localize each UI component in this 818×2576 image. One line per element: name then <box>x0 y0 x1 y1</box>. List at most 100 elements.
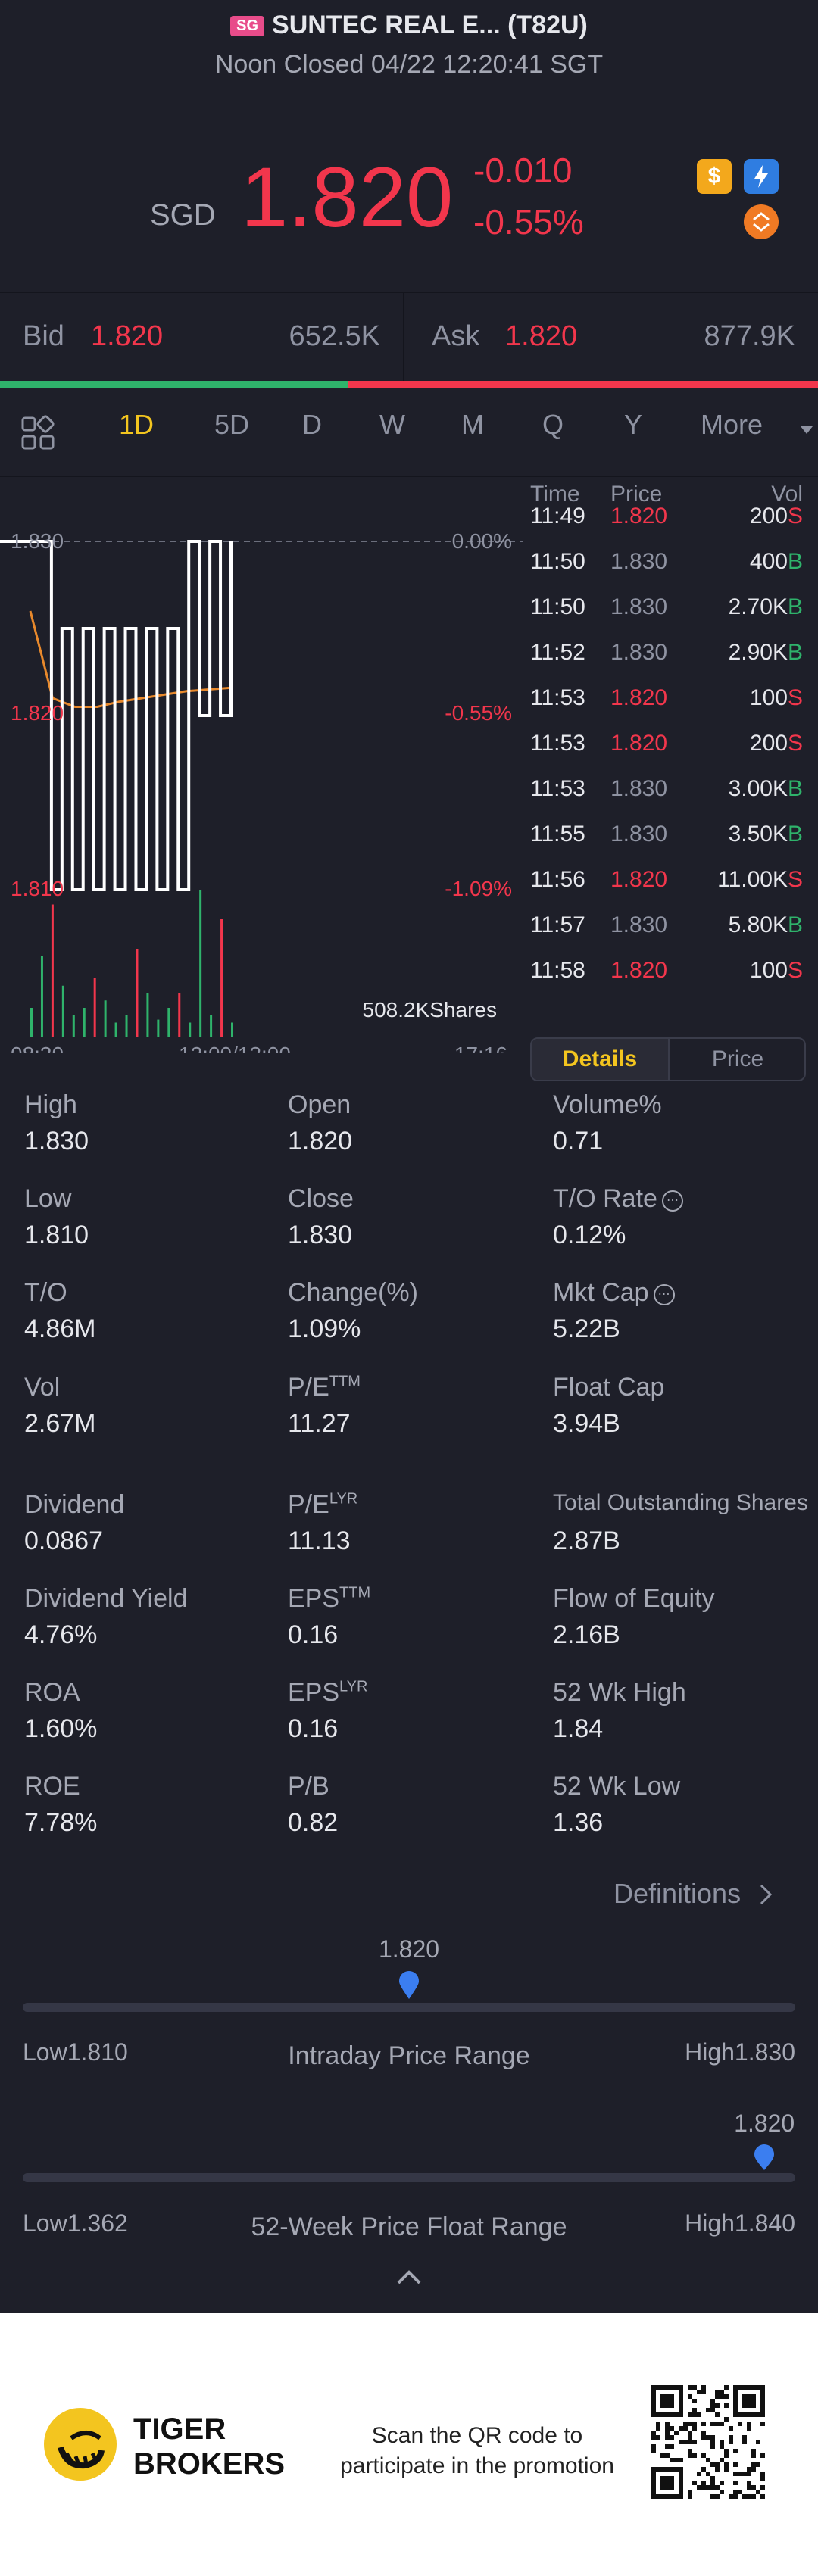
chevron-down-icon[interactable] <box>799 424 814 436</box>
chevron-up-icon[interactable] <box>394 2268 424 2288</box>
intraday-range-title: Intraday Price Range <box>288 2041 530 2070</box>
stat-label: Open <box>288 1090 351 1120</box>
week52-current-value: 1.820 <box>734 2110 795 2137</box>
dollar-icon[interactable]: $ <box>697 159 732 194</box>
tab-y[interactable]: Y <box>623 409 643 440</box>
stat-label: P/ELYR <box>288 1490 357 1520</box>
period-tabs: 1D 5D D W M Q Y More <box>0 409 818 454</box>
trade-side: S <box>787 867 803 892</box>
qr-code[interactable] <box>651 2385 765 2499</box>
stock-title: SG SUNTEC REAL E... (T82U) <box>0 11 818 40</box>
stat-label-text: P/E <box>288 1490 329 1519</box>
volume-bar <box>231 1022 233 1037</box>
trade-volume-value: 200 <box>749 504 788 529</box>
volume-bar <box>93 978 96 1037</box>
stat-label: Close <box>288 1184 354 1214</box>
brand-name-line1: TIGER <box>133 2412 226 2446</box>
volume-bar <box>210 1015 213 1037</box>
stat-label: T/O <box>24 1278 67 1308</box>
trade-row: 11:50 1.830 400B <box>530 539 803 585</box>
stat-label-suffix: TTM <box>329 1373 361 1390</box>
trade-volume: 11.00KS <box>717 857 803 903</box>
trade-volume: 200S <box>750 721 803 766</box>
stats-grid: High 1.830 Open 1.820 Volume% 0.71 Low 1.810 Clo… <box>0 1090 818 1863</box>
stat-value: 11.13 <box>288 1527 351 1555</box>
tab-q[interactable]: Q <box>542 409 564 440</box>
stat-value: 0.71 <box>553 1127 604 1155</box>
volume-bar <box>72 1015 75 1037</box>
flash-icon-glyph <box>754 165 768 188</box>
volume-label: 508.2KShares <box>363 998 497 1021</box>
stat-value: 2.16B <box>553 1620 620 1649</box>
intraday-high: High1.830 <box>685 2038 795 2066</box>
volume-bar <box>189 1022 192 1037</box>
flash-icon[interactable] <box>744 159 779 194</box>
definitions-label: Definitions <box>614 1878 742 1909</box>
swap-icon[interactable] <box>744 204 779 239</box>
trade-volume-value: 200 <box>749 731 788 756</box>
trade-side: B <box>787 912 803 937</box>
stat-label: Total Outstanding Shares <box>553 1490 808 1516</box>
trade-row: 11:55 1.830 3.50KB <box>530 812 803 857</box>
stat-label-text: Change(%) <box>288 1278 418 1307</box>
volume-bar <box>136 949 139 1037</box>
trade-side: B <box>787 776 803 801</box>
trades-list[interactable]: 11:49 1.820 200S 11:50 1.830 400B 11:50 1.830 2.… <box>530 489 803 1027</box>
stat-label-text: T/O <box>24 1278 67 1307</box>
trade-volume: 2.90KB <box>729 630 803 675</box>
trade-price: 1.830 <box>610 549 668 574</box>
stat-label[interactable]: Mkt Cap ⋯ <box>553 1278 675 1308</box>
tab-w[interactable]: W <box>379 409 405 440</box>
trade-row: 11:53 1.820 200S <box>530 721 803 766</box>
price-series-line <box>0 540 233 891</box>
tab-details[interactable]: Details <box>532 1039 668 1080</box>
trade-volume: 5.80KB <box>729 903 803 948</box>
trade-volume-value: 100 <box>749 958 788 983</box>
stat-value: 1.60% <box>24 1714 98 1743</box>
trade-volume-value: 400 <box>749 549 788 574</box>
tab-1d[interactable]: 1D <box>118 409 155 440</box>
trade-time: 11:56 <box>530 867 585 892</box>
layout-grid-icon[interactable] <box>20 415 56 451</box>
tab-more[interactable]: More <box>700 409 763 440</box>
trade-row: 11:52 1.830 2.90KB <box>530 630 803 675</box>
column-vol: Vol <box>771 482 803 507</box>
stat-label-suffix: LYR <box>339 1678 368 1695</box>
intraday-chart[interactable]: 1.830 0.00% 1.820 -0.55% 1.810 -1.09% 50… <box>0 477 523 1053</box>
tab-price[interactable]: Price <box>668 1039 806 1080</box>
trade-time: 11:49 <box>530 504 585 529</box>
trade-volume-value: 2.70K <box>728 594 788 619</box>
stat-value: 0.16 <box>288 1714 339 1743</box>
trade-row: 11:49 1.820 200S <box>530 494 803 539</box>
tab-m[interactable]: M <box>461 409 484 440</box>
volume-bar <box>51 904 54 1037</box>
stat-label-text: ROE <box>24 1772 80 1801</box>
trade-volume-value: 11.00K <box>717 867 788 892</box>
volume-bar <box>167 1008 170 1037</box>
stat-label-text: Close <box>288 1184 354 1213</box>
stat-label-suffix: LYR <box>329 1490 358 1508</box>
tab-5d[interactable]: 5D <box>214 409 250 440</box>
info-icon[interactable]: ⋯ <box>653 1284 675 1305</box>
x-label: 08:30 <box>11 1043 64 1053</box>
stat-label: ROA <box>24 1678 80 1707</box>
trade-price: 1.830 <box>610 912 668 937</box>
currency-label: SGD <box>150 198 216 232</box>
tab-d[interactable]: D <box>302 409 322 440</box>
stat-label[interactable]: T/O Rate ⋯ <box>553 1184 683 1214</box>
trade-price: 1.820 <box>610 867 668 892</box>
trade-row: 11:53 1.820 100S <box>530 675 803 721</box>
promo-footer <box>0 2313 818 2576</box>
trade-row: 11:56 1.820 11.00KS <box>530 857 803 903</box>
intraday-range-track <box>23 2003 795 2012</box>
bid-price: 1.820 <box>91 320 164 352</box>
stat-label-text: Dividend Yield <box>24 1584 188 1613</box>
stat-value: 0.0867 <box>24 1527 103 1555</box>
volume-bar <box>40 956 43 1037</box>
stat-label: Float Cap <box>553 1373 664 1402</box>
stat-label-text: Open <box>288 1090 351 1119</box>
info-icon[interactable]: ⋯ <box>661 1190 683 1212</box>
definitions-link[interactable]: Definitions <box>614 1878 774 1910</box>
volume-bar <box>30 1008 33 1037</box>
stat-value: 2.87B <box>553 1527 620 1555</box>
